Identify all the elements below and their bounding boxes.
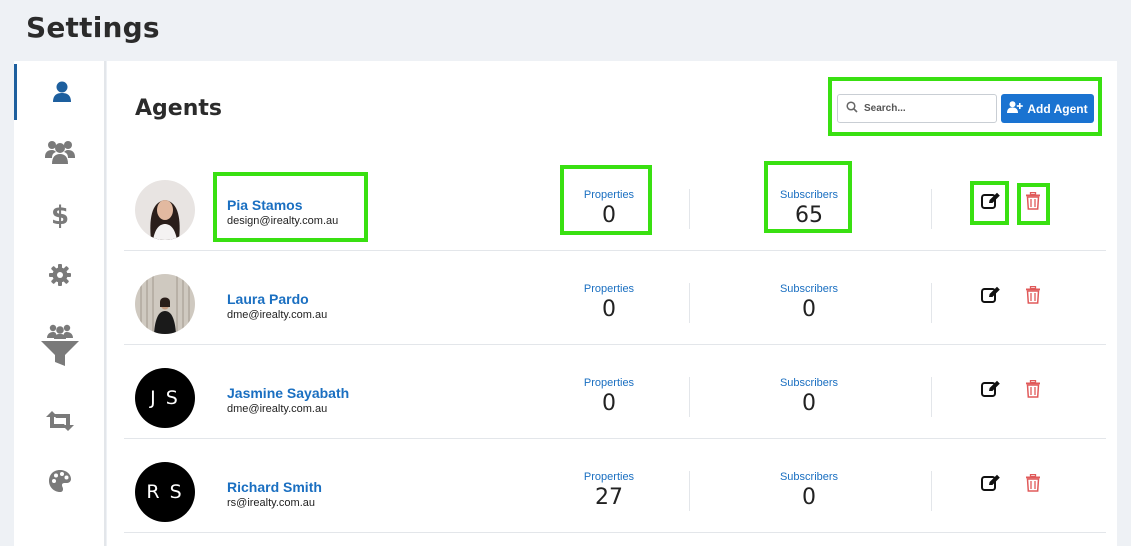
edit-icon <box>981 286 1001 309</box>
delete-button[interactable] <box>1021 379 1045 403</box>
trash-icon <box>1025 191 1041 215</box>
sidebar-item-settings[interactable] <box>14 247 106 303</box>
sidebar-item-profile[interactable] <box>14 64 106 120</box>
gear-icon <box>48 263 72 287</box>
delete-button[interactable] <box>1021 473 1045 497</box>
trash-icon <box>1025 379 1041 403</box>
search-input[interactable] <box>864 103 984 114</box>
trash-icon <box>1025 285 1041 309</box>
agent-info: Jasmine Sayabath dme@irealty.com.au <box>227 385 349 415</box>
page-title: Settings <box>26 11 160 44</box>
subscribers-stat: Subscribers 65 <box>754 189 864 228</box>
properties-stat: Properties 0 <box>554 377 664 416</box>
divider <box>931 283 932 323</box>
subscribers-label: Subscribers <box>779 377 839 389</box>
subscribers-count: 0 <box>802 391 816 416</box>
edit-icon <box>981 474 1001 497</box>
palette-icon <box>48 469 72 493</box>
sidebar-item-funnel[interactable] <box>14 317 106 373</box>
properties-stat: Properties 0 <box>554 283 664 322</box>
avatar <box>135 274 195 334</box>
properties-label: Properties <box>583 189 635 201</box>
edit-button[interactable] <box>979 191 1003 215</box>
agent-info: Richard Smith rs@irealty.com.au <box>227 479 322 509</box>
settings-sidebar: $ <box>14 61 106 546</box>
divider <box>931 471 932 511</box>
agent-row: Laura Pardo dme@irealty.com.au Propertie… <box>124 251 1106 345</box>
agent-email: dme@irealty.com.au <box>227 309 328 321</box>
agent-name-link[interactable]: Laura Pardo <box>227 291 309 307</box>
toolbar-highlight <box>828 77 1102 136</box>
avatar <box>135 180 195 240</box>
agent-info: Laura Pardo dme@irealty.com.au <box>227 291 327 321</box>
search-icon <box>846 100 864 118</box>
subscribers-stat: Subscribers 0 <box>754 283 864 322</box>
delete-button[interactable] <box>1021 285 1045 309</box>
properties-stat: Properties 0 <box>554 189 664 228</box>
avatar: R S <box>135 462 195 522</box>
users-icon <box>45 139 75 165</box>
subscribers-stat: Subscribers 0 <box>754 377 864 416</box>
delete-button[interactable] <box>1021 191 1045 215</box>
properties-label: Properties <box>583 377 635 389</box>
trash-icon <box>1025 473 1041 497</box>
properties-count: 0 <box>602 297 616 322</box>
add-agent-label: Add Agent <box>1027 101 1088 116</box>
subscribers-stat: Subscribers 0 <box>754 471 864 510</box>
add-agent-button[interactable]: Add Agent <box>1001 94 1094 123</box>
edit-icon <box>981 192 1001 215</box>
agent-info: Pia Stamos design@irealty.com.au <box>227 197 338 227</box>
subscribers-label: Subscribers <box>779 471 839 483</box>
sidebar-item-team[interactable] <box>14 124 106 180</box>
subscribers-label: Subscribers <box>779 189 839 201</box>
agent-row: J S Jasmine Sayabath dme@irealty.com.au … <box>124 345 1106 439</box>
sidebar-item-theme[interactable] <box>14 453 106 509</box>
edit-button[interactable] <box>979 379 1003 403</box>
user-icon <box>52 81 72 103</box>
section-title: Agents <box>135 96 222 121</box>
divider <box>931 189 932 229</box>
divider <box>689 377 690 417</box>
agent-name-link[interactable]: Richard Smith <box>227 479 322 495</box>
properties-count: 27 <box>595 485 623 510</box>
agent-name-link[interactable]: Jasmine Sayabath <box>227 385 350 401</box>
divider <box>689 189 690 229</box>
agent-email: design@irealty.com.au <box>227 215 339 227</box>
divider <box>931 377 932 417</box>
avatar: J S <box>135 368 195 428</box>
funnel-users-icon <box>40 323 80 367</box>
properties-stat: Properties 27 <box>554 471 664 510</box>
properties-label: Properties <box>583 471 635 483</box>
user-plus-icon <box>1007 101 1024 116</box>
agent-row: R S Richard Smith rs@irealty.com.au Prop… <box>124 439 1106 533</box>
properties-count: 0 <box>602 391 616 416</box>
edit-button[interactable] <box>979 285 1003 309</box>
divider <box>689 471 690 511</box>
subscribers-count: 0 <box>802 297 816 322</box>
agent-name-link[interactable]: Pia Stamos <box>227 197 303 213</box>
agent-row: Pia Stamos design@irealty.com.au Propert… <box>124 157 1106 251</box>
divider <box>689 283 690 323</box>
subscribers-count: 65 <box>795 203 823 228</box>
subscribers-count: 0 <box>802 485 816 510</box>
agent-email: dme@irealty.com.au <box>227 403 328 415</box>
edit-icon <box>981 380 1001 403</box>
sidebar-item-billing[interactable]: $ <box>14 186 106 242</box>
dollar-icon: $ <box>52 200 68 228</box>
svg-text:$: $ <box>52 201 68 228</box>
search-box[interactable] <box>837 94 997 123</box>
properties-count: 0 <box>602 203 616 228</box>
agent-email: rs@irealty.com.au <box>227 497 315 509</box>
properties-label: Properties <box>583 283 635 295</box>
subscribers-label: Subscribers <box>779 283 839 295</box>
agents-panel: Agents Add Agent Pia Stamos design@ireal… <box>107 61 1117 546</box>
edit-button[interactable] <box>979 473 1003 497</box>
sidebar-item-sync[interactable] <box>14 393 106 449</box>
retweet-icon <box>46 411 74 431</box>
